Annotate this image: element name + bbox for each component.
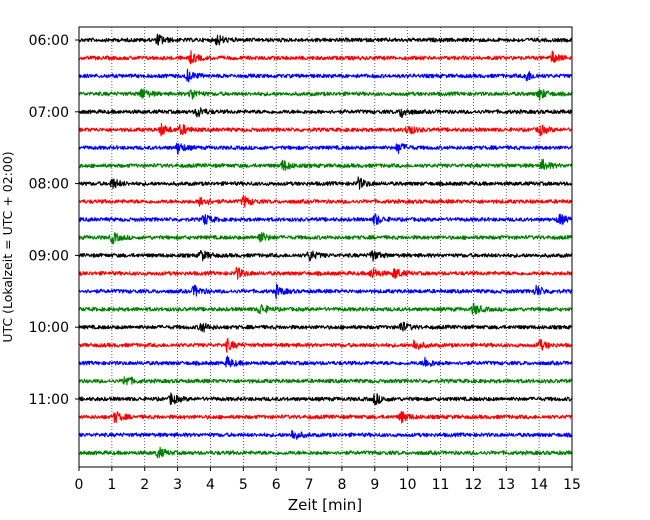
vertical-gridlines [111,27,540,467]
x-axis-label: Zeit [min] [288,496,362,514]
x-tick-label: 14 [530,477,548,493]
trace-row [78,33,573,46]
trace-row [78,194,573,208]
trace-row [78,392,573,406]
trace-row [78,321,573,333]
x-tick-label: 11 [432,477,450,493]
seismic-traces [78,33,573,459]
trace-row [78,158,573,171]
x-tick-label: 6 [272,477,281,493]
y-tick-label: 06:00 [29,33,69,49]
x-tick-label: 1 [107,477,116,493]
x-tick-label: 7 [305,477,314,493]
x-tick-label: 9 [370,477,379,493]
trace-row [78,355,573,368]
trace-row [78,376,573,386]
x-tick-label: 13 [497,477,515,493]
x-tick-label: 8 [337,477,346,493]
trace-row [78,302,573,315]
x-tick-label: 0 [75,477,84,493]
x-tick-label: 2 [140,477,149,493]
x-tick-label: 10 [399,477,417,493]
y-tick-label: 08:00 [29,177,69,193]
trace-row [78,142,573,155]
trace-row [78,446,573,459]
x-tick-label: 5 [239,477,248,493]
plot-frame [78,26,573,468]
trace-row [78,429,573,440]
trace-row [78,338,573,353]
x-axis-ticks: 0 1 2 3 4 5 6 7 8 9 10 11 12 13 14 15 [75,467,581,493]
trace-row [78,266,573,280]
trace-row [78,249,573,262]
trace-row [78,68,573,83]
y-axis-ticks: 06:00 07:00 08:00 09:00 10:00 11:00 [29,33,79,408]
trace-row [78,283,573,300]
trace-row [78,50,573,65]
x-tick-label: 15 [563,477,581,493]
y-tick-label: 09:00 [29,248,69,264]
x-tick-label: 4 [206,477,215,493]
y-tick-label: 07:00 [29,105,69,121]
y-tick-label: 10:00 [29,320,69,336]
x-tick-label: 12 [464,477,482,493]
trace-row [78,176,573,190]
trace-row [78,122,573,137]
trace-row [78,107,573,118]
trace-row [78,231,573,245]
trace-row [78,213,573,225]
x-tick-label: 3 [173,477,182,493]
y-tick-label: 11:00 [29,392,69,408]
trace-row [78,88,573,101]
trace-row [78,411,573,424]
y-axis-label: UTC (Lokalzeit = UTC + 02:00) [0,151,15,342]
